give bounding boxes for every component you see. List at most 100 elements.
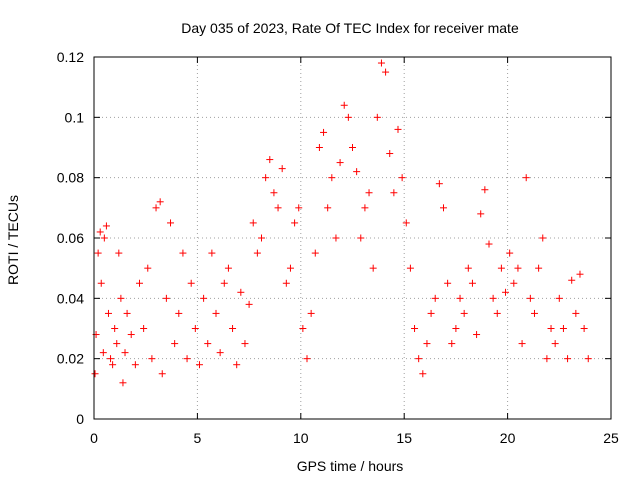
data-point <box>344 113 352 121</box>
y-tick-label: 0.12 <box>57 49 84 65</box>
y-tick-label: 0.04 <box>57 290 84 306</box>
data-point <box>123 309 131 317</box>
data-point <box>402 219 410 227</box>
data-point <box>435 180 443 188</box>
data-point <box>315 144 323 151</box>
data-point <box>175 309 183 317</box>
data-point <box>162 294 170 302</box>
data-point <box>502 288 510 296</box>
data-point <box>179 249 187 257</box>
data-point <box>274 204 282 212</box>
data-point <box>229 325 237 332</box>
y-axis-label: ROTI / TECUs <box>5 195 21 285</box>
x-tick-label: 20 <box>500 430 516 446</box>
data-point <box>551 340 559 348</box>
data-point <box>148 355 156 363</box>
data-point <box>187 279 195 287</box>
data-point <box>477 210 485 218</box>
data-point <box>311 249 319 257</box>
data-point <box>336 159 344 167</box>
data-point <box>510 279 518 287</box>
data-point <box>406 264 414 272</box>
data-point <box>158 370 166 378</box>
data-point <box>431 294 439 302</box>
data-point <box>369 264 377 272</box>
data-point <box>131 361 139 369</box>
data-point <box>204 340 212 348</box>
data-point <box>328 174 336 182</box>
data-point <box>411 325 419 332</box>
data-point <box>439 204 447 212</box>
data-point <box>102 222 110 230</box>
x-tick-label: 10 <box>293 430 309 446</box>
data-point <box>377 59 385 67</box>
data-point <box>332 234 340 242</box>
data-point <box>100 234 108 242</box>
y-tick-label: 0.02 <box>57 351 84 367</box>
data-point <box>415 355 423 363</box>
data-point <box>237 288 245 296</box>
data-point <box>473 331 481 339</box>
data-point <box>419 370 427 378</box>
data-point <box>113 340 121 348</box>
data-point <box>568 276 576 284</box>
data-point <box>559 325 567 332</box>
data-point <box>444 279 452 287</box>
data-point <box>485 240 493 248</box>
data-point <box>241 340 249 348</box>
data-point <box>535 264 543 272</box>
data-point <box>167 219 175 227</box>
data-points <box>91 59 592 387</box>
data-point <box>572 309 580 317</box>
y-tick-label: 0.08 <box>57 170 84 186</box>
data-point <box>156 198 164 206</box>
data-point <box>423 340 431 348</box>
data-point <box>303 355 311 363</box>
data-point <box>386 150 394 158</box>
x-tick-label: 15 <box>396 430 412 446</box>
data-point <box>522 174 530 182</box>
data-point <box>320 128 328 136</box>
data-point <box>258 234 266 242</box>
data-point <box>270 189 278 197</box>
data-point <box>91 370 99 378</box>
data-point <box>448 340 456 348</box>
data-point <box>295 204 303 212</box>
data-point <box>200 294 208 302</box>
data-point <box>357 234 365 242</box>
data-point <box>526 294 534 302</box>
data-point <box>468 279 476 287</box>
data-point <box>493 309 501 317</box>
data-point <box>99 349 107 357</box>
plot-frame <box>93 56 612 420</box>
data-point <box>115 249 123 257</box>
data-point <box>171 340 179 348</box>
data-point <box>580 325 588 332</box>
data-point <box>489 294 497 302</box>
data-point <box>96 228 104 236</box>
data-point <box>460 309 468 317</box>
data-point <box>353 168 361 176</box>
data-point <box>584 355 592 363</box>
data-point <box>278 165 286 173</box>
x-axis-ticks: 0 5 10 15 20 25 <box>90 57 619 446</box>
data-point <box>464 264 472 272</box>
y-tick-label: 0.06 <box>57 230 84 246</box>
data-point <box>282 279 290 287</box>
data-point <box>135 279 143 287</box>
data-point <box>427 309 435 317</box>
data-point <box>121 349 129 357</box>
data-point <box>324 204 332 212</box>
data-point <box>514 264 522 272</box>
data-point <box>452 325 460 332</box>
data-point <box>191 325 199 332</box>
data-point <box>340 101 348 109</box>
grid-lines <box>94 57 611 419</box>
data-point <box>208 249 216 257</box>
data-point <box>373 113 381 121</box>
chart-title: Day 035 of 2023, Rate Of TEC Index for r… <box>181 20 519 36</box>
y-tick-label: 0.1 <box>65 109 85 125</box>
data-point <box>390 189 398 197</box>
data-point <box>266 156 274 164</box>
